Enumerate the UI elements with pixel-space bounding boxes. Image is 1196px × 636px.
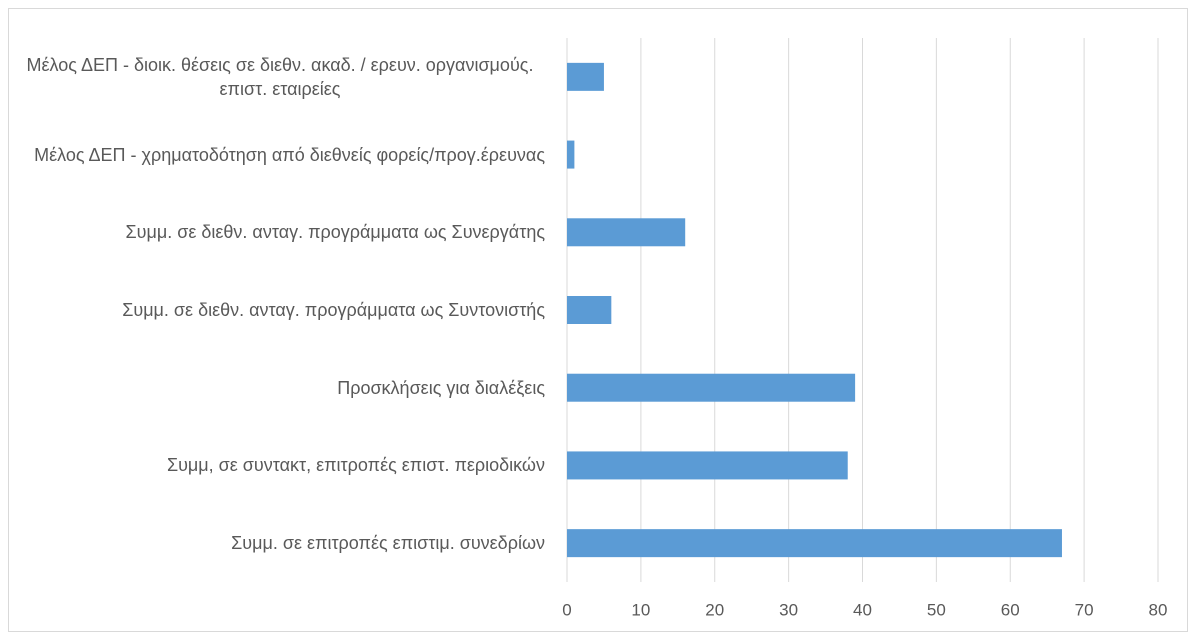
y-tick-label: Συμμ. σε διεθν. ανταγ. προγράμματα ως Συ… [125,222,545,243]
x-tick-label: 10 [631,600,650,619]
x-tick-label: 30 [779,600,798,619]
y-tick-label: Μέλος ΔΕΠ - χρηματοδότηση από διεθνείς φ… [34,144,545,165]
y-tick-label: Συμμ. σε επιτροπές επιστιμ. συνεδρίων [231,533,545,554]
bar [567,451,848,480]
x-tick-label: 70 [1075,600,1094,619]
bar [567,218,686,247]
bar [567,296,612,324]
x-tick-label: 0 [562,600,571,619]
bar [567,373,856,402]
x-tick-label: 60 [1001,600,1020,619]
chart-border [8,8,1188,632]
bar [567,62,604,91]
y-tick-label: Συμμ. σε διεθν. ανταγ. προγράμματα ως Συ… [122,300,545,320]
x-tick-label: 50 [927,600,946,619]
x-tick-label: 40 [853,600,872,619]
bar [567,529,1062,558]
y-tick-label: Συμμ, σε συντακτ, επιτροπές επιστ. περιο… [166,455,545,476]
x-tick-label: 20 [705,600,724,619]
x-tick-label: 80 [1149,600,1168,619]
y-tick-label: Μέλος ΔΕΠ - διοικ. θέσεις σε διεθν. ακαδ… [26,54,534,99]
bar [567,140,575,169]
y-tick-label: Προσκλήσεις για διαλέξεις [337,377,545,398]
